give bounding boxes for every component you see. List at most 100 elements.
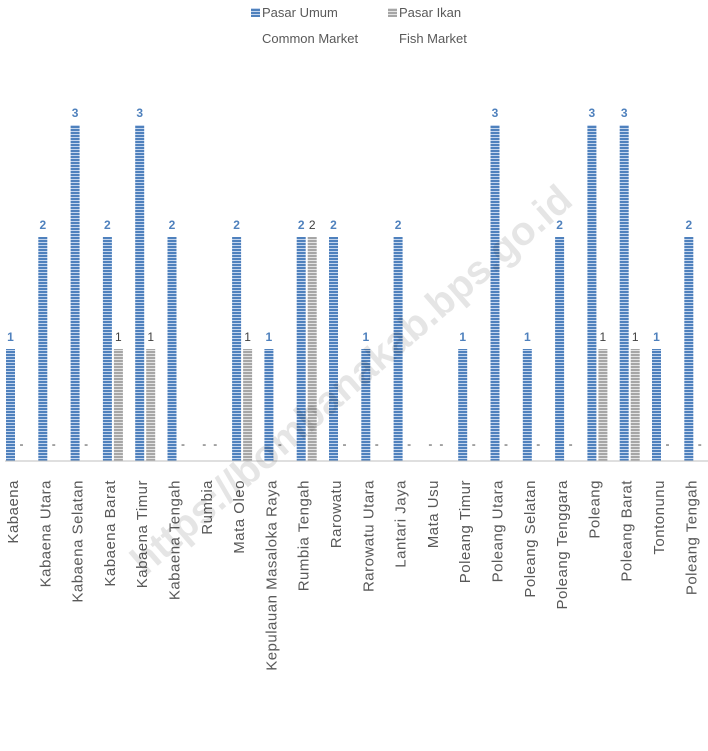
bar-common-market — [232, 237, 242, 461]
value-label-common-market: 1 — [653, 330, 660, 344]
category-label: Rarowatu — [328, 480, 345, 548]
value-label-common-market: 1 — [266, 330, 273, 344]
value-label-fish-market: - — [278, 437, 282, 451]
series-common-market — [6, 125, 694, 461]
value-label-common-market: 2 — [330, 218, 337, 232]
category-label: Kabaena Barat — [102, 480, 119, 587]
bar-common-market — [393, 237, 403, 461]
value-label-fish-market: 1 — [632, 330, 639, 344]
category-label: Mata Usu — [425, 480, 442, 548]
value-label-fish-market: - — [84, 437, 88, 451]
bar-common-market — [167, 237, 177, 461]
value-label-fish-market: - — [20, 437, 24, 451]
category-label: Kabaena Utara — [37, 480, 54, 588]
category-label: Rumbia Tengah — [296, 480, 313, 591]
category-label: Rarowatu Utara — [360, 480, 377, 592]
bar-common-market — [490, 125, 500, 461]
value-label-fish-market: - — [666, 437, 670, 451]
value-label-fish-market: 1 — [147, 330, 154, 344]
value-label-common-market: - — [428, 437, 432, 451]
value-label-common-market: 3 — [589, 106, 596, 120]
value-label-common-market: 2 — [169, 218, 176, 232]
legend-label-common-line1: Pasar Umum — [262, 5, 338, 20]
value-label-fish-market: - — [52, 437, 56, 451]
bar-fish-market — [307, 237, 317, 461]
category-label: Kabaena Tengah — [167, 480, 184, 600]
value-label-common-market: 3 — [492, 106, 499, 120]
value-label-fish-market: - — [536, 437, 540, 451]
category-label: Kepulauan Masaloka Raya — [263, 480, 280, 671]
value-label-fish-market: - — [439, 437, 443, 451]
value-label-fish-market: - — [375, 437, 379, 451]
bar-common-market — [458, 349, 468, 461]
bar-fish-market — [630, 349, 640, 461]
legend-swatch-fish-market — [388, 8, 397, 17]
bar-common-market — [135, 125, 145, 461]
bar-common-market — [38, 237, 48, 461]
value-label-common-market: 3 — [72, 106, 79, 120]
value-label-fish-market: - — [472, 437, 476, 451]
category-label: Kabaena Selatan — [70, 480, 87, 603]
category-label: Lantari Jaya — [393, 480, 410, 568]
value-label-fish-market: 1 — [244, 330, 251, 344]
bar-common-market — [264, 349, 274, 461]
category-label: Poleang Timur — [457, 480, 474, 583]
value-label-fish-market: - — [181, 437, 185, 451]
value-label-common-market: 1 — [362, 330, 369, 344]
legend-label-fish-line1: Pasar Ikan — [399, 5, 461, 20]
value-label-common-market: 2 — [556, 218, 563, 232]
category-label: Poleang Utara — [490, 480, 507, 583]
bar-common-market — [587, 125, 597, 461]
bar-fish-market — [243, 349, 253, 461]
bar-fish-market — [146, 349, 156, 461]
value-label-common-market: 2 — [395, 218, 402, 232]
category-label: Poleang — [586, 480, 603, 539]
legend-label-fish-line2: Fish Market — [399, 31, 467, 46]
value-label-common-market: 2 — [298, 218, 305, 232]
category-labels: Kabaena Kabaena Utara Kabaena Selatan Kabae… — [5, 480, 700, 671]
value-label-common-market: 1 — [459, 330, 466, 344]
legend: Pasar Umum Common Market Pasar Ikan Fish… — [251, 5, 467, 46]
bar-common-market — [296, 237, 306, 461]
bar-common-market — [522, 349, 532, 461]
category-label: Tontonunu — [651, 480, 668, 555]
value-label-common-market: 3 — [621, 106, 628, 120]
value-label-fish-market: - — [698, 437, 702, 451]
bar-common-market — [619, 125, 629, 461]
category-label: Poleang Tenggara — [554, 480, 571, 610]
category-label: Kabaena — [5, 480, 22, 544]
value-label-fish-market: 2 — [309, 218, 316, 232]
bar-fish-market — [598, 349, 608, 461]
value-label-common-market: 1 — [7, 330, 14, 344]
bar-common-market — [684, 237, 694, 461]
value-label-fish-market: - — [213, 437, 217, 451]
category-label: Poleang Tengah — [683, 480, 700, 595]
value-label-common-market: 3 — [136, 106, 143, 120]
bar-common-market — [102, 237, 112, 461]
bar-common-market — [555, 237, 565, 461]
value-label-common-market: 2 — [233, 218, 240, 232]
value-label-fish-market: - — [504, 437, 508, 451]
bar-common-market — [70, 125, 80, 461]
value-label-common-market: 2 — [685, 218, 692, 232]
series-fish-market — [113, 237, 640, 461]
category-label: Poleang Selatan — [522, 480, 539, 598]
value-label-common-market: 1 — [524, 330, 531, 344]
category-label: Poleang Barat — [619, 480, 636, 582]
bar-common-market — [6, 349, 15, 461]
legend-swatch-common-market — [251, 8, 260, 17]
category-label: Kabaena Timur — [134, 480, 151, 588]
value-label-fish-market: - — [343, 437, 347, 451]
value-label-common-market: - — [202, 437, 206, 451]
legend-label-common-line2: Common Market — [262, 31, 358, 46]
bar-common-market — [361, 349, 371, 461]
value-label-fish-market: - — [407, 437, 411, 451]
value-label-common-market: 2 — [39, 218, 46, 232]
bar-common-market — [652, 349, 661, 461]
category-label: Mata Oleo — [231, 480, 248, 554]
value-label-fish-market: - — [569, 437, 573, 451]
bar-fish-market — [113, 349, 123, 461]
value-label-common-market: 2 — [104, 218, 111, 232]
